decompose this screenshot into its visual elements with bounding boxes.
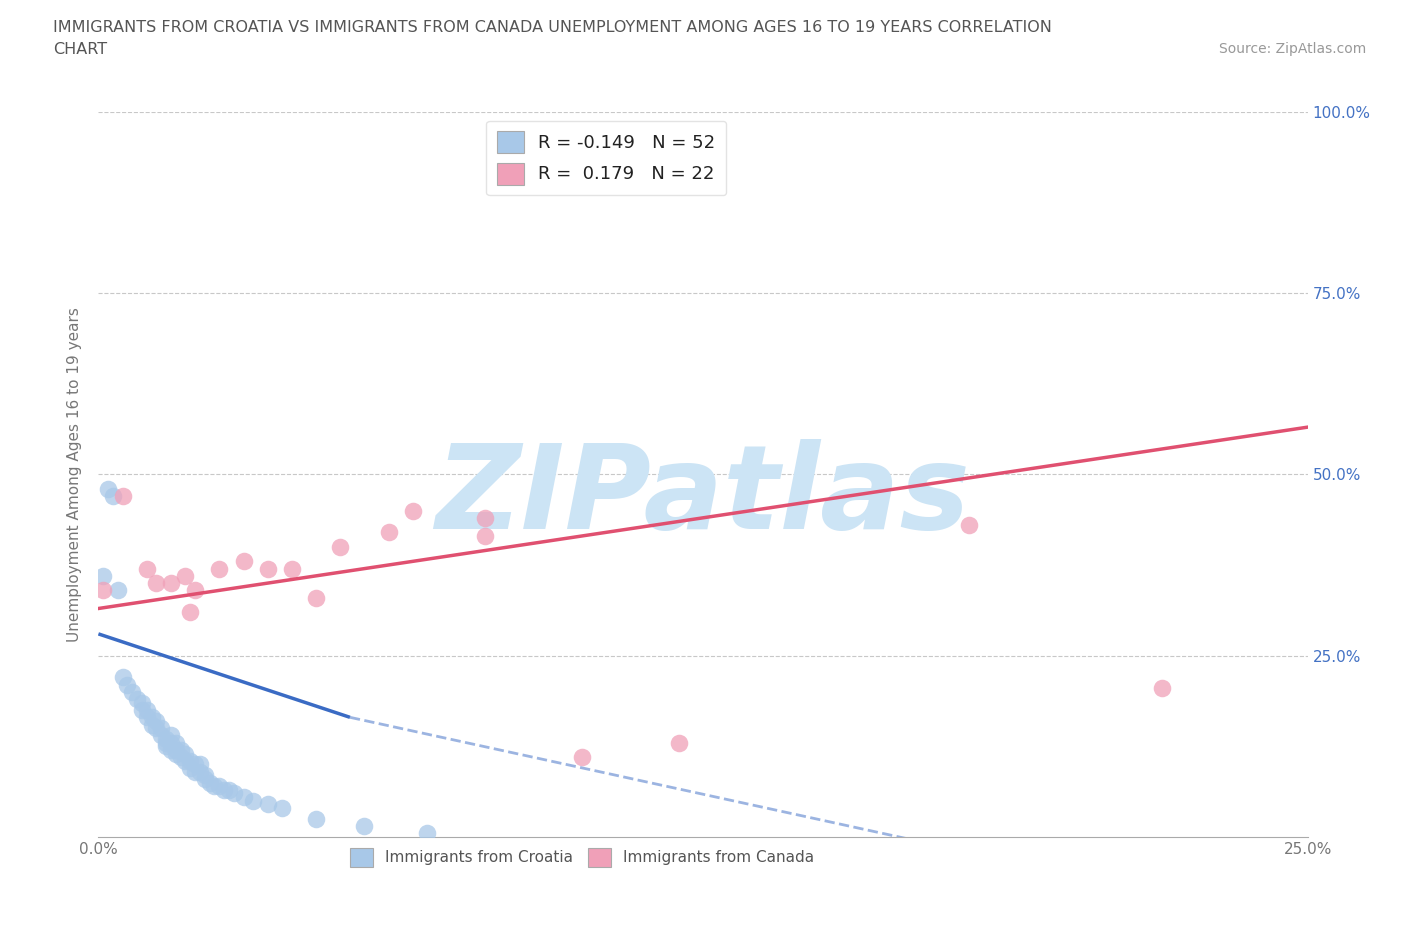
Text: CHART: CHART [53,42,107,57]
Point [184,757,207,772]
Point [165,736,187,751]
Point [127,692,149,707]
Point [218,782,240,797]
Point [169,742,191,757]
Point [101,488,124,503]
Point [121,684,143,699]
Point [474,511,496,525]
Point [155,738,177,753]
Point [204,778,226,793]
Point [242,793,264,808]
Point [131,696,153,711]
Point [329,539,352,554]
Point [145,576,167,591]
Point [135,710,157,724]
Point [305,811,328,827]
Point [160,742,183,757]
Point [160,736,183,751]
Text: Source: ZipAtlas.com: Source: ZipAtlas.com [1219,42,1367,56]
Y-axis label: Unemployment Among Ages 16 to 19 years: Unemployment Among Ages 16 to 19 years [67,307,83,642]
Point [208,561,231,576]
Point [188,757,211,772]
Point [281,561,304,576]
Point [232,554,254,569]
Point [174,568,197,583]
Point [141,710,163,724]
Point [111,670,134,684]
Point [107,583,129,598]
Point [222,786,245,801]
Point [150,728,173,743]
Point [188,764,211,779]
Point [155,736,177,751]
Point [271,801,294,816]
Point [571,750,593,764]
Point [198,776,221,790]
Point [256,561,278,576]
Point [184,764,207,779]
Point [194,772,217,787]
Point [305,591,328,605]
Point [165,746,187,761]
Point [256,797,278,812]
Point [179,761,201,776]
Point [135,703,157,718]
Point [141,717,163,732]
Point [474,528,496,543]
Point [117,677,139,692]
Point [377,525,399,539]
Point [184,583,207,598]
Legend: Immigrants from Croatia, Immigrants from Canada: Immigrants from Croatia, Immigrants from… [343,842,821,873]
Point [97,482,120,497]
Point [165,742,187,757]
Point [135,561,157,576]
Point [668,736,690,751]
Point [160,728,183,743]
Point [402,503,425,518]
Point [91,583,114,598]
Point [232,790,254,804]
Point [91,568,114,583]
Point [155,732,177,747]
Point [179,753,201,768]
Point [131,703,153,718]
Point [212,782,235,797]
Point [145,721,167,736]
Point [179,604,201,619]
Point [194,768,217,783]
Point [416,826,439,841]
Point [353,818,375,833]
Point [174,753,197,768]
Point [160,576,183,591]
Point [1152,681,1174,696]
Point [111,488,134,503]
Point [150,721,173,736]
Point [957,518,980,533]
Text: IMMIGRANTS FROM CROATIA VS IMMIGRANTS FROM CANADA UNEMPLOYMENT AMONG AGES 16 TO : IMMIGRANTS FROM CROATIA VS IMMIGRANTS FR… [53,20,1052,35]
Text: ZIPatlas: ZIPatlas [436,439,970,553]
Point [145,713,167,728]
Point [208,778,231,793]
Point [174,746,197,761]
Point [169,750,191,764]
